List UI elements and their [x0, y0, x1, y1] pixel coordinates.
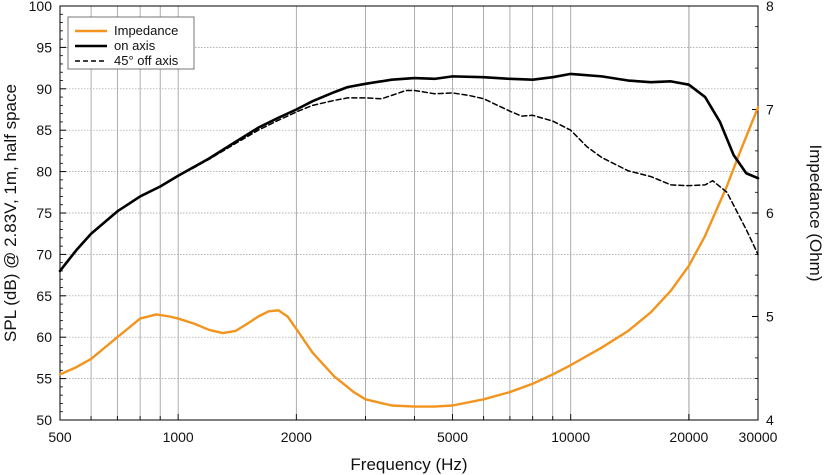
legend-label-on-axis: on axis	[114, 38, 156, 53]
y-axis-right-title: Impedance (Ohm)	[806, 145, 825, 282]
y-right-tick-label: 7	[766, 102, 774, 118]
y-left-tick-label: 75	[36, 205, 52, 221]
legend-label-impedance: Impedance	[114, 23, 178, 38]
axis-ticks	[59, 5, 759, 421]
impedance-line	[58, 106, 760, 408]
x-tick-label: 20000	[669, 429, 708, 445]
y-left-tick-label: 85	[36, 122, 52, 138]
x-axis-title: Frequency (Hz)	[350, 455, 467, 474]
y-left-tick-label: 50	[36, 412, 52, 428]
tick-labels: 50 55 60 65 70 75 80 85 90 95 100 4 5 6 7 8 500 1000 2000 5…	[29, 0, 778, 445]
off-axis-line	[177, 89, 759, 256]
x-tick-label: 30000	[739, 429, 778, 445]
y-right-tick-label: 6	[766, 205, 774, 221]
y-right-tick-label: 4	[766, 412, 774, 428]
y-right-tick-label: 5	[766, 309, 774, 325]
x-tick-label: 10000	[551, 429, 590, 445]
y-left-tick-label: 65	[36, 288, 52, 304]
y-left-tick-label: 60	[36, 329, 52, 345]
y-axis-left-title: SPL (dB) @ 2.83V, 1m, half space	[1, 84, 20, 342]
y-left-tick-label: 95	[36, 39, 52, 55]
series-lines	[58, 72, 760, 408]
on-axis-line	[58, 72, 760, 273]
y-left-tick-label: 80	[36, 164, 52, 180]
y-right-tick-label: 8	[766, 0, 774, 14]
y-left-tick-label: 55	[36, 371, 52, 387]
y-left-tick-label: 90	[36, 81, 52, 97]
legend-label-off-axis: 45° off axis	[114, 53, 179, 68]
y-left-tick-label: 100	[29, 0, 53, 14]
x-tick-label: 500	[48, 429, 72, 445]
legend: Impedance on axis 45° off axis	[67, 16, 195, 70]
x-tick-label: 5000	[437, 429, 468, 445]
grid-lines	[59, 5, 759, 421]
y-left-tick-label: 70	[36, 246, 52, 262]
x-tick-label: 1000	[163, 429, 194, 445]
x-tick-label: 2000	[281, 429, 312, 445]
legend-box	[67, 16, 195, 70]
